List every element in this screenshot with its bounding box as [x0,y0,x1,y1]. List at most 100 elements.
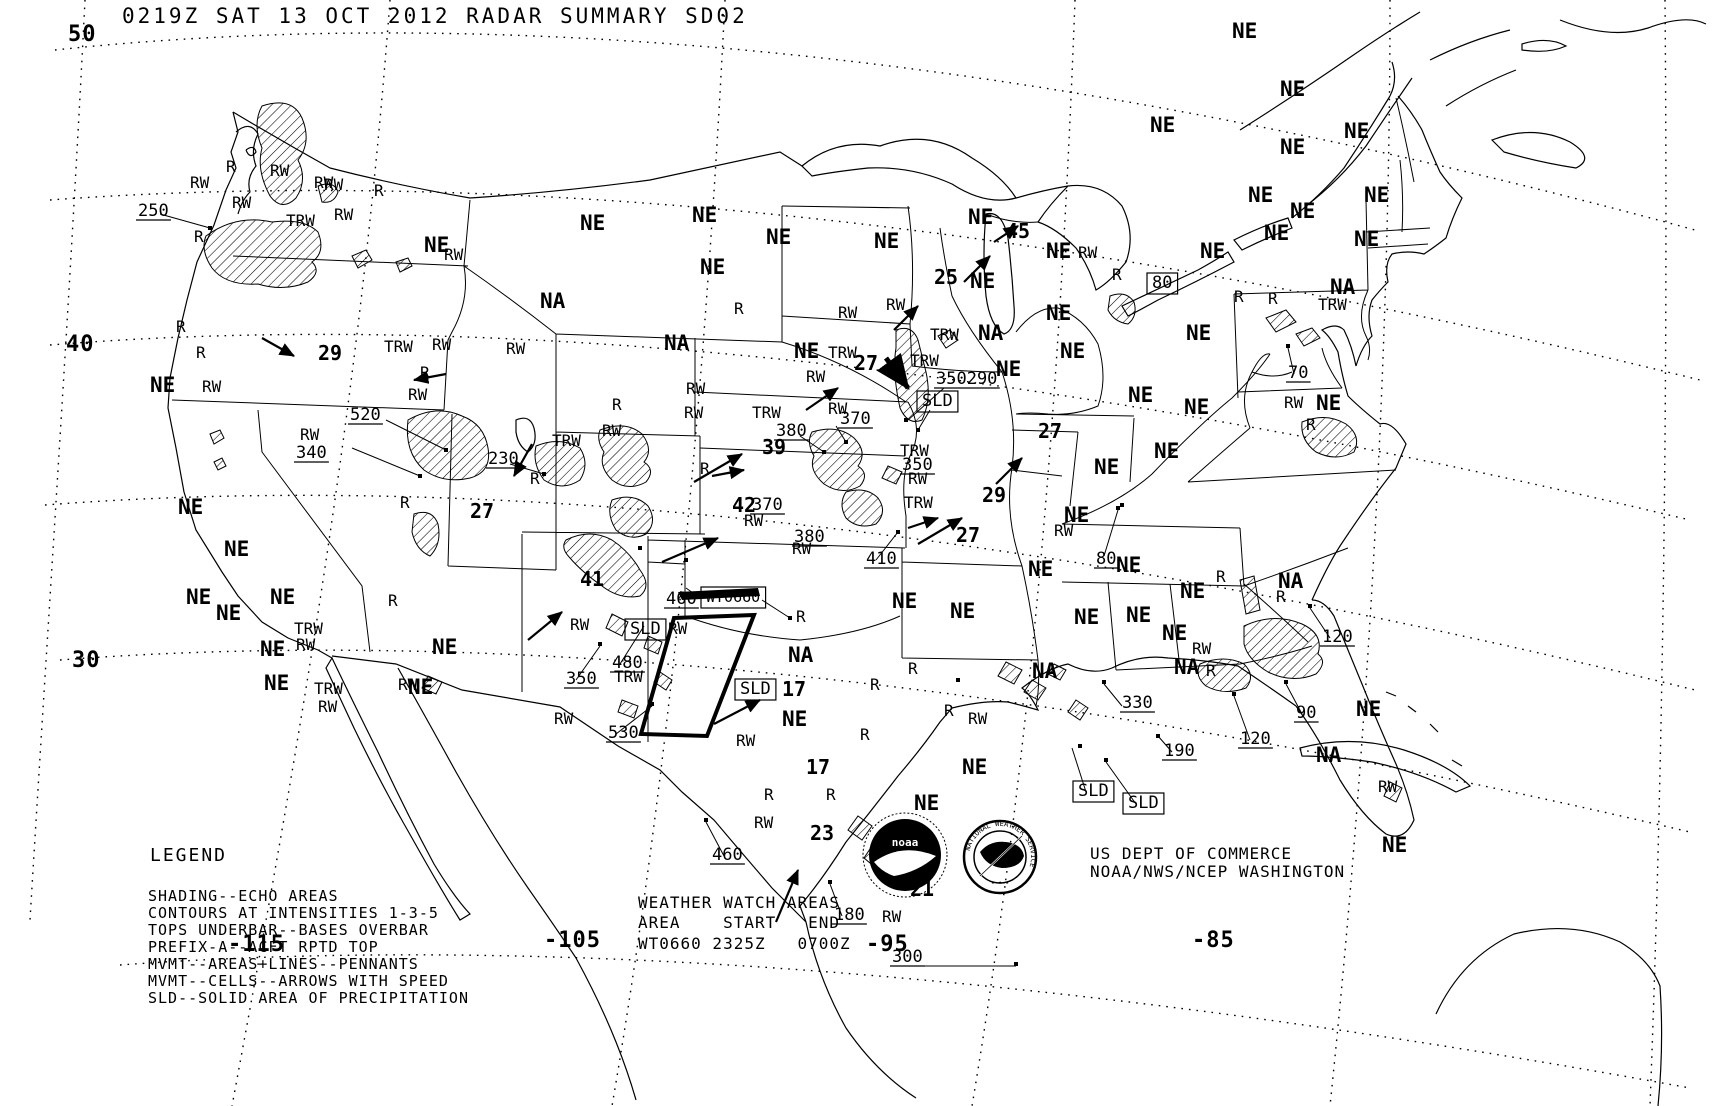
movement-arrow [774,868,800,923]
map-label: 520 [350,405,381,425]
map-label: RW [806,367,826,386]
map-label: NE [914,791,939,815]
movement-arrow [993,225,1019,243]
map-label: RW [300,425,320,444]
map-label: NE [782,707,807,731]
echo-cell-dot [638,546,642,550]
movement-arrow [661,536,720,564]
echo-cell-dot [916,428,920,432]
map-label: NE [1060,339,1085,363]
map-label: RW [398,675,418,694]
map-label: RW [1078,243,1098,262]
map-label: NE [1290,199,1315,223]
leader-line [835,425,847,443]
map-label: 45 [1006,219,1030,243]
leader-line [1233,695,1251,741]
map-label: 380 [794,527,825,547]
map-label: R [530,469,540,488]
movement-arrow [412,370,447,384]
map-label: 530 [608,723,639,743]
map-label: R [1234,287,1244,306]
map-label: NE [1356,697,1381,721]
map-label: NE [1064,503,1089,527]
map-label: R [734,299,744,318]
map-label: 120 [1322,627,1353,647]
map-label: RW [506,339,526,358]
map-label: RW [968,709,988,728]
map-label: R [194,227,204,246]
map-label: RW [432,335,452,354]
map-label: 42 [732,493,756,517]
map-label: NE [892,589,917,613]
echo-cell-dot [542,472,546,476]
movement-arrow [876,352,911,391]
map-label: RW [270,161,290,180]
noaa-logo-text: noaa [892,836,919,849]
map-label: RW [324,175,344,194]
map-label: NA [664,331,690,355]
map-label: R [1306,415,1316,434]
movement-arrow [261,337,295,357]
leader-lines [159,213,1331,967]
leader-line [685,587,701,599]
map-label: R [612,395,622,414]
label-box [734,678,777,701]
map-label: 80 [1152,273,1172,293]
map-label: R [796,607,806,626]
map-label: 180 [834,905,865,925]
map-label: R [1206,661,1216,680]
map-label: 23 [810,821,834,845]
map-label: TRW [752,403,781,422]
map-label: NA [1032,659,1058,683]
map-label: RW [882,907,902,926]
map-label: RW [314,173,334,192]
chart-title: 0219Z SAT 13 OCT 2012 RADAR SUMMARY SD02 [122,4,748,28]
map-label: TRW [828,343,857,362]
map-label: NE [996,357,1021,381]
map-label: NE [1186,321,1211,345]
map-label: NA [1316,743,1342,767]
map-label: SLD [1128,793,1159,813]
map-label: R [700,459,710,478]
watch-panel-title: WEATHER WATCH AREAS [638,893,841,912]
echo-cell-dot [896,530,900,534]
map-label: NE [1150,113,1175,137]
map-label: NA [788,643,814,667]
echo-cell-dot [1078,744,1082,748]
label-box [1146,272,1179,295]
map-label: TRW [904,493,933,512]
echo-cell-dot [444,448,448,452]
map-label: SLD [922,391,953,411]
map-label: 370 [840,409,871,429]
map-label: 80 [1096,549,1116,569]
map-label: NA [1330,275,1356,299]
echo-cell-dot [956,678,960,682]
map-label: 41 [580,567,604,591]
map-label: 250 [138,201,169,221]
map-label: NE [1280,135,1305,159]
map-label: 27 [956,523,980,547]
svg-text:★ ★ ★: ★ ★ ★ [991,879,1009,886]
label-box [1072,780,1115,803]
echo-cell-dot [788,616,792,620]
leader-line [829,883,843,917]
echo-cell-dot [1308,604,1312,608]
map-label: NE [1046,239,1071,263]
map-label: NE [766,225,791,249]
leader-line [907,387,945,421]
movement-arrow [527,611,563,641]
map-label: NA [540,289,566,313]
map-label: RW [602,421,622,440]
graticule-label: -85 [1192,928,1235,953]
leader-line [1157,735,1173,753]
map-label: TRW [314,679,343,698]
map-label: NE [1162,621,1187,645]
map-label: NE [580,211,605,235]
map-label: RW [838,303,858,322]
map-label: NE [432,635,457,659]
echo-areas [203,102,1403,869]
map-label: NE [962,755,987,779]
map-label: R [226,157,236,176]
map-label: 17 [782,677,806,701]
map-label: R [826,785,836,804]
